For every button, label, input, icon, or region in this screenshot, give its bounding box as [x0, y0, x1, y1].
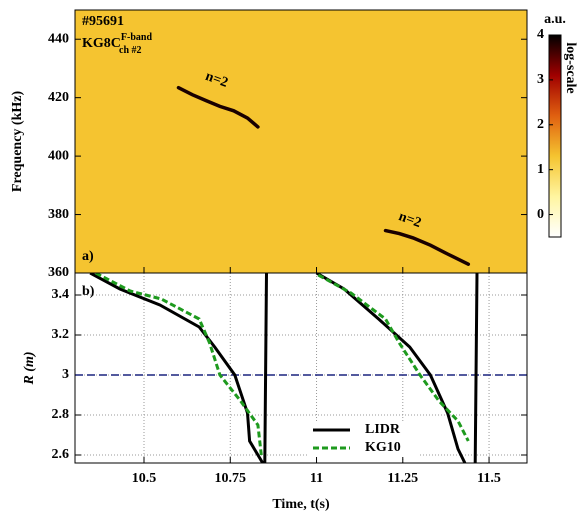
diagnostic-label: KG8CF-band ch #2: [82, 32, 152, 56]
y-tick-label: 440: [48, 31, 69, 46]
plot-background: [75, 273, 527, 463]
plot-frame: [74, 272, 528, 464]
mode-trace: [176, 85, 260, 129]
spectrogram-background: [75, 10, 527, 273]
legend-label: KG10: [365, 440, 401, 455]
x-tick-label: 11.5: [477, 471, 501, 486]
y-tick-label: 3.2: [52, 327, 70, 342]
diagnostic-sub: ch #2: [119, 45, 142, 56]
colorbar-unit: a.u.: [544, 12, 566, 27]
x-tick-label: 11.25: [387, 471, 418, 486]
colorbar: [548, 34, 562, 238]
legend-label: LIDR: [365, 422, 401, 437]
colorbar-scale-label: log-scale: [563, 42, 578, 93]
legend-bg: [308, 439, 420, 457]
annotation: n=2: [397, 209, 424, 231]
y-tick-label: 420: [48, 90, 69, 105]
diagnostic-sup: F-band: [121, 32, 153, 43]
colorbar-tick-label: 0: [537, 207, 544, 222]
shot-number: #95691: [82, 14, 124, 29]
legend-bg: [308, 421, 420, 439]
y-tick-label: 2.8: [52, 407, 70, 422]
colorbar-tick-label: 2: [537, 117, 544, 132]
diagnostic-name: KG8C: [82, 36, 121, 51]
mode-trace: [383, 228, 471, 266]
y-tick-label: 400: [48, 148, 69, 163]
series-line: [95, 273, 470, 456]
colorbar-tick-label: 1: [537, 162, 544, 177]
y-axis-label: Frequency (kHz): [10, 91, 25, 193]
x-tick-label: 11: [310, 471, 323, 486]
y-tick-label: 380: [48, 207, 69, 222]
y-tick-label: 3.4: [52, 287, 70, 302]
y-tick-label: 360: [48, 265, 69, 280]
x-tick-label: 10.5: [132, 471, 157, 486]
y-tick-label: 2.6: [52, 447, 70, 462]
colorbar-tick-label: 4: [537, 27, 544, 42]
annotation: n=2: [203, 69, 230, 91]
y-axis-label: R (m): [22, 351, 37, 385]
panel-label: b): [82, 284, 95, 299]
x-tick-label: 10.75: [215, 471, 247, 486]
colorbar-tick-label: 3: [537, 72, 544, 87]
x-axis-label: Time, t(s): [272, 497, 330, 512]
y-tick-label: 3: [62, 367, 69, 382]
panel-label: a): [82, 249, 94, 264]
